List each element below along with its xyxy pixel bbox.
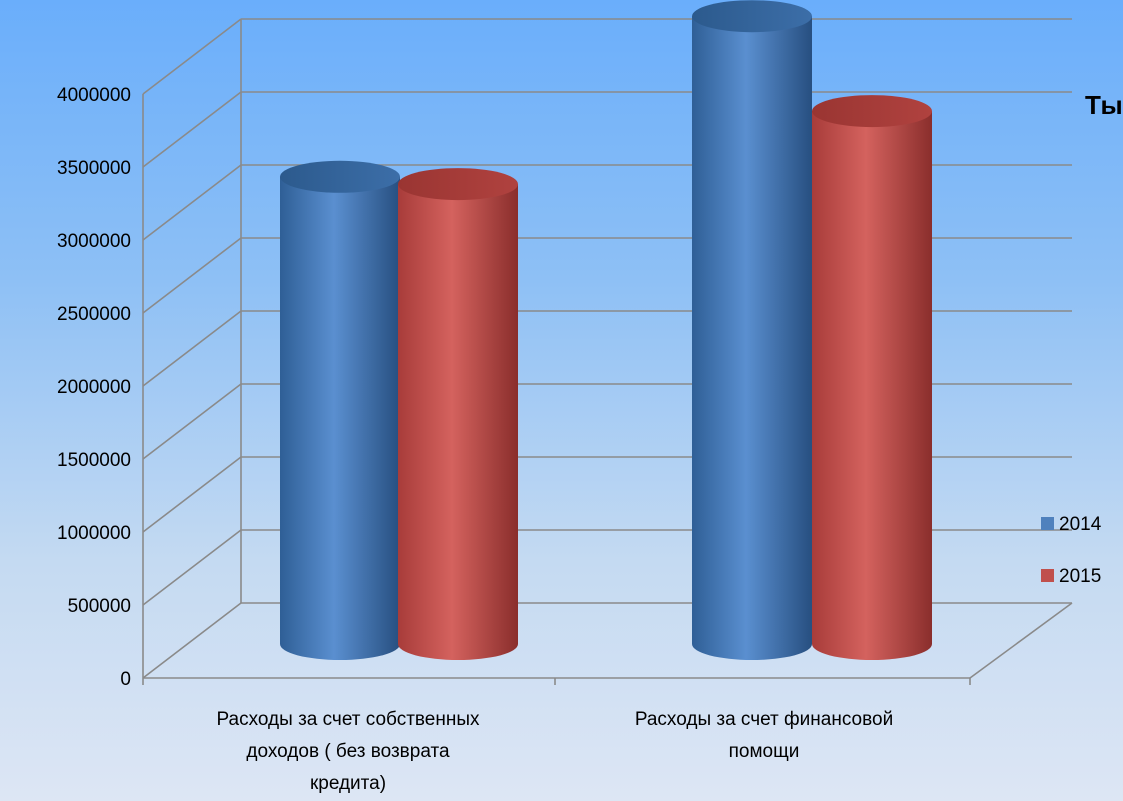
gridline-side [142, 91, 242, 168]
y-axis: 0 500000 1000000 1500000 2000000 2500000 30000… [57, 85, 131, 690]
legend-label-2015: 2015 [1059, 566, 1101, 587]
legend-swatch-2014 [1041, 517, 1054, 530]
y-tick-label: 4000000 [57, 85, 131, 106]
y-tick-label: 3500000 [57, 158, 131, 179]
y-tick-label: 2000000 [57, 377, 131, 398]
gridline-side [142, 310, 242, 387]
legend-swatch-2015 [1041, 569, 1054, 582]
gridline-side [142, 602, 242, 679]
bar-top [812, 95, 932, 128]
bar-body [692, 16, 812, 660]
bar-body [398, 184, 518, 660]
y-tick-label: 1500000 [57, 450, 131, 471]
gridline-side [142, 164, 242, 241]
floor-edge [969, 602, 1073, 679]
bar-2015-1 [398, 168, 518, 660]
bar-top [398, 168, 518, 201]
bar-top [692, 0, 812, 33]
y-tick-label: 2500000 [57, 304, 131, 325]
bar-body [280, 176, 400, 661]
bar-2014-1 [280, 160, 400, 661]
gridline-side [142, 529, 242, 606]
x-axis: Расходы за счет собственных доходов ( без… [217, 709, 894, 794]
legend: 2014 2015 [1041, 514, 1102, 587]
bar-top [280, 160, 400, 193]
bar-body [812, 111, 932, 661]
bars [280, 0, 932, 661]
y-tick-label: 0 [120, 669, 131, 690]
legend-label-2014: 2014 [1059, 514, 1102, 535]
gridline-side [142, 237, 242, 314]
bar-2014-2 [692, 0, 812, 660]
y-tick-label: 500000 [68, 596, 131, 617]
category-label: Расходы за счет финансовой помощи [635, 709, 893, 762]
slide-title-partial: Ты [1085, 90, 1123, 120]
bar-2015-2 [812, 95, 932, 661]
y-tick-label: 3000000 [57, 231, 131, 252]
y-tick-label: 1000000 [57, 523, 131, 544]
gridline-side [142, 383, 242, 460]
gridline-side [142, 456, 242, 533]
gridline-side [142, 18, 242, 95]
category-label: Расходы за счет собственных доходов ( без… [217, 709, 480, 794]
